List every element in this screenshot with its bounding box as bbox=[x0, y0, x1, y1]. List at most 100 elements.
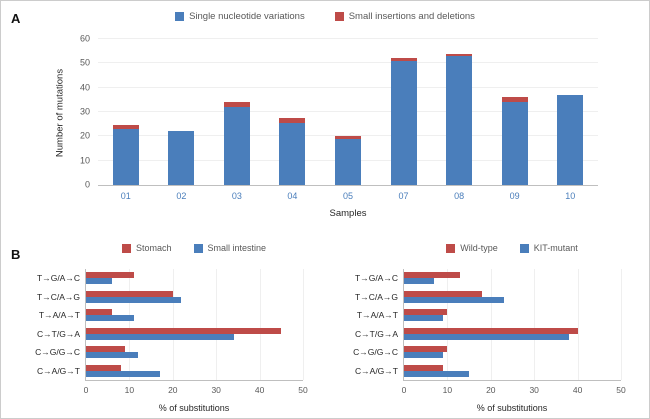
bar-small-insertions-and-deletions bbox=[112, 125, 139, 130]
legend-item-small-intestine: Small intestine bbox=[193, 243, 267, 253]
chart-b-left: Stomach Small intestine 0 10 20 30 40 50 T→G/A… bbox=[19, 241, 329, 417]
small-intestine-legend-swatch bbox=[193, 243, 203, 253]
category-label: T→G/A→C bbox=[37, 273, 80, 284]
bar-small-insertions-and-deletions bbox=[390, 58, 417, 61]
gridline bbox=[98, 135, 598, 137]
plot-area-b-right: 0 10 20 30 40 50 T→G/A→C T→C/A→G T→A/A→T C→T/G→A C… bbox=[353, 269, 626, 395]
bar-single-nucleotide-variations bbox=[279, 122, 306, 185]
bar-small-intestine bbox=[86, 278, 113, 285]
indel-legend-swatch bbox=[334, 12, 344, 21]
legend-b-left: Stomach Small intestine bbox=[79, 243, 309, 253]
gridline bbox=[534, 269, 536, 380]
gridline bbox=[98, 62, 598, 64]
gridline bbox=[447, 269, 449, 380]
bar-kit-mutant bbox=[404, 296, 504, 303]
y-axis-title-a: Number of mutations bbox=[54, 68, 66, 157]
bar-wild-type bbox=[404, 290, 483, 297]
category-label: T→A/A→T bbox=[356, 310, 398, 321]
bar-kit-mutant bbox=[404, 333, 569, 340]
x-tick-label: 0 bbox=[401, 385, 407, 395]
indel-legend-label: Small insertions and deletions bbox=[348, 11, 475, 22]
category-label: C→T/G→A bbox=[37, 328, 80, 339]
category-label: T→A/A→T bbox=[38, 310, 80, 321]
x-tick-label: 50 bbox=[616, 385, 626, 395]
x-tick-label: 08 bbox=[454, 191, 465, 201]
x-tick-label: 40 bbox=[254, 385, 265, 395]
bar-kit-mutant bbox=[404, 315, 444, 322]
bar-small-intestine bbox=[86, 333, 234, 340]
gridline bbox=[621, 269, 622, 380]
chart-a: Number of mutations 0 10 20 30 40 50 60 01 02 03 0… bbox=[55, 34, 598, 219]
gridline bbox=[303, 269, 304, 380]
x-tick-label: 20 bbox=[168, 385, 178, 395]
bar-single-nucleotide-variations bbox=[168, 131, 195, 185]
bar-stomach bbox=[86, 346, 126, 353]
y-tick-label: 20 bbox=[79, 130, 90, 141]
x-tick-label: 03 bbox=[231, 191, 242, 201]
bar-single-nucleotide-variations bbox=[557, 94, 584, 185]
bar-wild-type bbox=[404, 327, 578, 334]
bar-small-intestine bbox=[86, 296, 182, 303]
bar-small-insertions-and-deletions bbox=[335, 136, 361, 139]
category-label: T→C/A→G bbox=[355, 291, 398, 302]
wild-type-legend-swatch bbox=[446, 243, 456, 253]
small-intestine-legend-label: Small intestine bbox=[207, 243, 267, 253]
bar-small-insertions-and-deletions bbox=[446, 53, 473, 57]
kit-mutant-legend-label: KIT-mutant bbox=[533, 243, 578, 253]
bar-stomach bbox=[86, 272, 134, 279]
bar-small-intestine bbox=[86, 352, 139, 359]
x-tick-label: 10 bbox=[565, 191, 576, 201]
bar-wild-type bbox=[404, 364, 444, 371]
bar-single-nucleotide-variations bbox=[501, 102, 528, 185]
legend-item-indel: Small insertions and deletions bbox=[334, 11, 475, 22]
plot-area-a: 0 10 20 30 40 50 60 01 02 03 04 05 07 08 09 10 bbox=[80, 34, 598, 201]
bar-kit-mutant bbox=[404, 370, 470, 377]
y-tick-label: 50 bbox=[79, 57, 90, 68]
category-label: C→T/G→A bbox=[355, 328, 398, 339]
plot-area-b-left: 0 10 20 30 40 50 T→G/A→C T→C/A→G T→A/A→T C→T/G→A C… bbox=[35, 269, 308, 395]
x-tick-label: 04 bbox=[287, 191, 298, 201]
bar-kit-mutant bbox=[404, 352, 444, 359]
x-tick-label: 20 bbox=[486, 385, 496, 395]
category-label: T→G/A→C bbox=[355, 273, 398, 284]
snv-legend-label: Single nucleotide variations bbox=[189, 11, 305, 22]
bar-small-intestine bbox=[86, 370, 160, 377]
panel-b-label: B bbox=[11, 247, 21, 262]
bar-wild-type bbox=[404, 309, 448, 316]
x-axis-title-a: Samples bbox=[329, 208, 367, 219]
stomach-legend-label: Stomach bbox=[135, 243, 172, 253]
x-tick-label: 40 bbox=[572, 385, 583, 395]
gridline bbox=[216, 269, 218, 380]
bar-small-insertions-and-deletions bbox=[223, 102, 250, 108]
kit-mutant-legend-swatch bbox=[519, 243, 529, 253]
x-axis-title-b-left: % of substitutions bbox=[158, 403, 230, 413]
y-tick-label: 10 bbox=[79, 155, 90, 166]
gridline bbox=[129, 269, 131, 380]
x-tick-label: 10 bbox=[442, 385, 453, 395]
gridline bbox=[98, 86, 598, 88]
x-tick-label: 05 bbox=[342, 191, 354, 201]
bar-small-intestine bbox=[86, 315, 134, 322]
bar-stomach bbox=[86, 364, 121, 371]
x-tick-label: 02 bbox=[176, 191, 187, 201]
bar-single-nucleotide-variations bbox=[335, 138, 361, 185]
bar-single-nucleotide-variations bbox=[112, 129, 139, 185]
gridline bbox=[259, 269, 261, 380]
bar-small-insertions-and-deletions bbox=[279, 118, 306, 123]
bar-wild-type bbox=[404, 346, 448, 353]
x-tick-label: 0 bbox=[83, 385, 89, 395]
bar-wild-type bbox=[404, 272, 461, 279]
category-label: C→A/G→T bbox=[37, 365, 80, 376]
category-label: C→G/G→C bbox=[353, 347, 398, 358]
x-tick-label: 01 bbox=[120, 191, 131, 201]
bar-single-nucleotide-variations bbox=[390, 60, 417, 185]
wild-type-legend-label: Wild-type bbox=[460, 243, 498, 253]
gridline bbox=[98, 38, 598, 39]
panel-a-label: A bbox=[11, 11, 21, 26]
legend-item-wild-type: Wild-type bbox=[446, 243, 498, 253]
bar-stomach bbox=[86, 290, 173, 297]
snv-legend-swatch bbox=[175, 12, 185, 21]
gridline bbox=[98, 111, 598, 112]
x-tick-label: 30 bbox=[211, 385, 221, 395]
